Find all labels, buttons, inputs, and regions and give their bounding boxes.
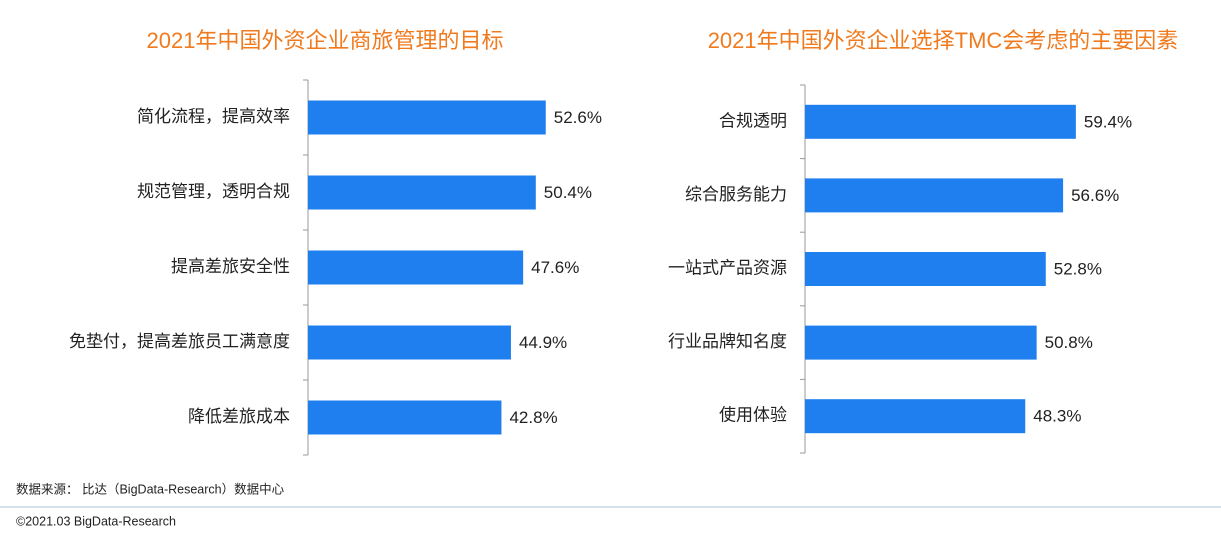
value-label: 44.9% [519,333,567,352]
chart-title: 2021年中国外资企业选择TMC会考虑的主要因素 [708,28,1179,53]
category-label: 降低差旅成本 [188,407,290,426]
category-label: 提高差旅安全性 [171,257,290,276]
bar [805,104,1076,139]
bar [805,325,1037,360]
category-label: 合规透明 [719,111,787,130]
bar [308,400,502,435]
category-label: 行业品牌知名度 [668,332,787,351]
value-label: 59.4% [1084,112,1132,131]
category-label: 免垫付，提高差旅员工满意度 [69,332,290,351]
value-label: 50.8% [1045,333,1093,352]
value-label: 42.8% [509,408,557,427]
bar [308,175,536,210]
category-label: 一站式产品资源 [668,258,787,277]
bar [805,178,1064,213]
category-label: 使用体验 [719,405,787,425]
bar [805,399,1026,434]
category-label: 规范管理，透明合规 [137,182,290,201]
bar [308,250,524,285]
value-label: 47.6% [531,258,579,277]
source-note: 数据来源： 比达（BigData-Research）数据中心 [16,481,285,496]
value-label: 50.4% [544,183,592,202]
value-label: 48.3% [1033,407,1081,426]
value-label: 56.6% [1071,186,1119,205]
bar [308,100,546,135]
chart-title: 2021年中国外资企业商旅管理的目标 [147,28,504,53]
value-label: 52.8% [1054,259,1102,278]
value-label: 52.6% [554,108,602,127]
bar [805,252,1046,286]
bar [308,325,511,360]
category-label: 简化流程，提高效率 [137,107,290,126]
category-label: 综合服务能力 [685,185,787,204]
copyright: ©2021.03 BigData-Research [16,514,176,528]
